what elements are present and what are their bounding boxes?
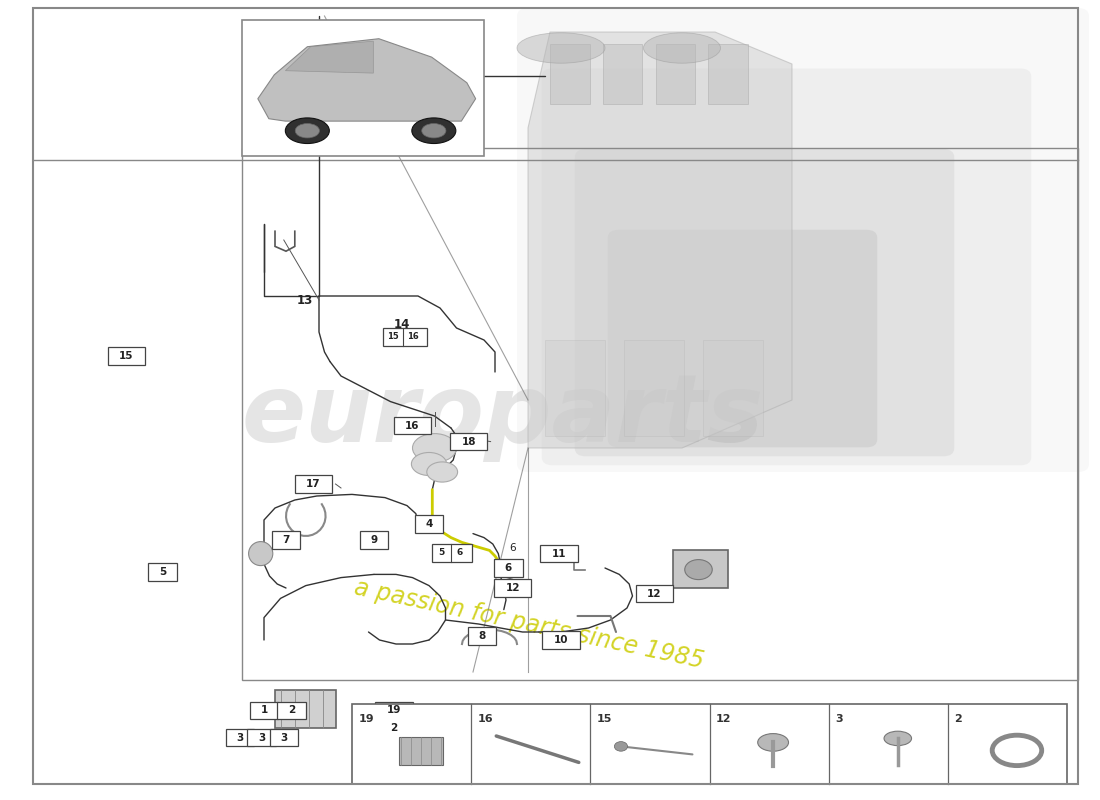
Ellipse shape [249,542,273,566]
Bar [148,563,177,581]
Text: 4: 4 [426,519,432,529]
Text: 5: 5 [434,547,441,557]
Text: 6: 6 [509,543,516,553]
Text: 15: 15 [119,351,134,361]
Ellipse shape [412,434,456,462]
Polygon shape [285,41,373,73]
Bar [394,417,431,434]
Bar [540,545,578,562]
Text: 1: 1 [261,706,267,715]
Text: 12: 12 [716,714,732,723]
Text: 2: 2 [955,714,962,723]
Text: a passion for parts since 1985: a passion for parts since 1985 [352,575,706,673]
Bar [415,515,443,533]
Bar [703,340,763,436]
Text: 15: 15 [597,714,613,723]
Bar [270,729,298,746]
Text: 14: 14 [394,318,410,330]
Bar [242,20,484,156]
Text: 6: 6 [456,548,463,558]
Text: 11: 11 [551,549,566,558]
Text: 5: 5 [160,567,166,577]
Ellipse shape [758,734,789,751]
Bar [248,729,276,746]
FancyBboxPatch shape [517,8,1089,472]
Bar [250,702,278,719]
Bar [542,631,580,649]
Text: 19: 19 [359,714,374,723]
FancyBboxPatch shape [607,230,878,447]
Bar [450,433,487,450]
Text: 16: 16 [405,421,420,430]
Bar [656,44,695,104]
Bar [468,627,496,645]
Text: 2: 2 [288,706,295,715]
Bar [108,347,145,365]
Ellipse shape [411,118,455,143]
Ellipse shape [285,118,329,143]
Text: 5: 5 [438,548,444,558]
Text: 19: 19 [386,706,402,715]
Text: 16: 16 [477,714,494,723]
Text: 16: 16 [407,332,418,342]
Bar [295,475,332,493]
Ellipse shape [644,33,721,63]
Bar [494,559,522,577]
Ellipse shape [884,731,912,746]
Bar [673,550,728,588]
Text: 3: 3 [258,733,265,742]
Text: 3: 3 [236,733,243,742]
Bar [624,340,684,436]
FancyBboxPatch shape [541,69,1032,466]
Text: 3: 3 [280,733,287,742]
Text: 12: 12 [647,589,662,598]
Text: 9: 9 [371,535,377,545]
Text: 18: 18 [461,437,476,446]
Text: 7: 7 [283,535,289,545]
Ellipse shape [427,462,458,482]
Bar [242,148,1078,680]
Bar [352,704,1067,784]
Text: 13: 13 [297,294,313,306]
Polygon shape [257,38,475,121]
FancyBboxPatch shape [574,149,954,456]
Ellipse shape [614,742,627,751]
Bar [550,44,590,104]
Bar [375,702,412,719]
Text: europarts: europarts [242,370,764,462]
Bar [544,340,605,436]
Ellipse shape [517,33,605,63]
Bar [708,44,748,104]
Ellipse shape [684,560,713,579]
Text: 2: 2 [390,723,397,733]
Bar [379,719,408,737]
Bar [277,702,306,719]
Ellipse shape [411,453,447,475]
Text: 3: 3 [835,714,843,723]
Text: 15: 15 [387,332,398,342]
Text: 6: 6 [505,563,512,573]
Bar [603,44,642,104]
Text: 17: 17 [306,479,321,489]
Bar [272,531,300,549]
Bar [432,544,472,562]
Ellipse shape [295,123,319,138]
Text: 12: 12 [505,583,520,593]
Bar [494,579,531,597]
Bar [399,737,443,765]
Polygon shape [528,32,792,448]
Text: 8: 8 [478,631,485,641]
Bar [360,531,388,549]
Text: 6: 6 [456,547,463,557]
Bar [226,729,254,746]
Bar [636,585,673,602]
Text: 10: 10 [553,635,569,645]
Bar [383,328,427,346]
Ellipse shape [421,123,446,138]
Bar [275,690,336,728]
